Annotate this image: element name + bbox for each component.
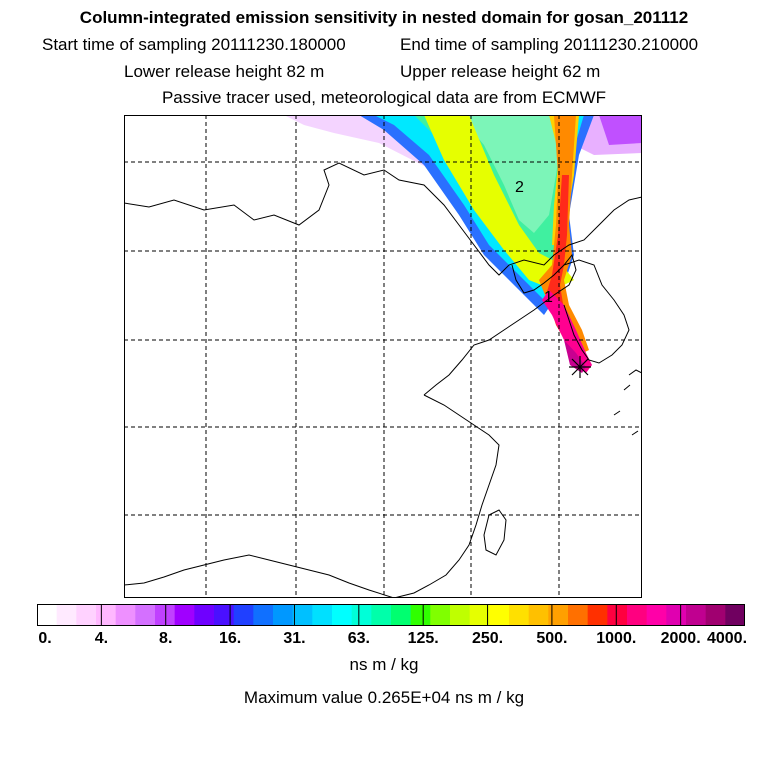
colorbar-swatch — [312, 604, 333, 626]
map-label-1: 1 — [544, 289, 553, 306]
maximum-value-label: Maximum value 0.265E+04 ns m / kg — [243, 688, 525, 707]
plume-layer — [284, 115, 642, 373]
colorbar-tick-label: 63. — [347, 630, 370, 647]
plume-yellow-ridge — [424, 115, 574, 290]
colorbar — [37, 604, 745, 626]
colorbar-swatch — [568, 604, 589, 626]
colorbar-swatch — [233, 604, 254, 626]
colorbar-swatch — [666, 604, 687, 626]
colorbar-units: ns m / kg — [349, 655, 419, 674]
coastline-south-china — [124, 554, 395, 598]
coastline-north-china — [124, 162, 642, 276]
colorbar-swatch — [646, 604, 667, 626]
colorbar-swatch — [76, 604, 97, 626]
map-frame — [124, 115, 642, 598]
tracer-subtitle: Passive tracer used, meteorological data… — [161, 88, 607, 107]
colorbar-swatch — [292, 604, 313, 626]
chart-title: Column-integrated emission sensitivity i… — [79, 8, 689, 27]
colorbar-tick-label: 500. — [536, 630, 568, 647]
colorbar-swatch — [627, 604, 648, 626]
release-upper-label: Upper release height 62 m — [400, 62, 601, 81]
colorbar-swatch — [214, 604, 235, 626]
colorbar-swatch — [430, 604, 451, 626]
colorbar-swatch — [469, 604, 490, 626]
colorbar-tick-label: 125. — [407, 630, 439, 647]
colorbar-swatch — [607, 604, 628, 626]
colorbar-tick-label: 0. — [38, 630, 52, 647]
graticule-layer — [124, 115, 642, 598]
colorbar-swatch — [273, 604, 294, 626]
colorbar-tick-label: 4. — [94, 630, 109, 647]
colorbar-swatch — [725, 604, 745, 626]
colorbar-tick-label: 250. — [471, 630, 504, 647]
plume-magenta-tail — [542, 290, 592, 373]
colorbar-swatch — [528, 604, 549, 626]
colorbar-tick-label: 1000. — [596, 630, 637, 647]
colorbar-swatch — [56, 604, 77, 626]
sampling-start-label: Start time of sampling 20111230.180000 — [42, 35, 346, 54]
colorbar-swatch — [194, 604, 215, 626]
colorbar-swatch — [705, 604, 726, 626]
colorbar-swatch — [155, 604, 176, 626]
colorbar-swatch — [253, 604, 274, 626]
colorbar-swatch — [686, 604, 707, 626]
colorbar-swatch — [37, 604, 58, 626]
colorbar-swatch — [391, 604, 412, 626]
colorbar-swatch — [174, 604, 195, 626]
colorbar-tick-label: 4000. — [706, 630, 748, 647]
coastline-layer — [124, 162, 642, 598]
colorbar-tick-label: 31. — [283, 630, 306, 647]
colorbar-tick-label: 2000. — [660, 630, 701, 647]
colorbar-tick-label: 8. — [159, 630, 173, 647]
colorbar-swatch — [351, 604, 372, 626]
colorbar-swatch — [371, 604, 392, 626]
colorbar-swatch — [96, 604, 117, 626]
colorbar-swatch — [410, 604, 431, 626]
colorbar-tick-label: 16. — [218, 630, 242, 647]
release-point-asterisk-icon — [569, 356, 591, 378]
colorbar-swatch — [489, 604, 510, 626]
colorbar-swatch — [548, 604, 569, 626]
emission-sensitivity-map: 2 1 — [124, 115, 642, 598]
coastline-korea — [563, 259, 630, 364]
colorbar-swatch — [450, 604, 471, 626]
coastline-japan-islands — [613, 369, 642, 436]
colorbar-swatch — [135, 604, 156, 626]
coastline-bohai-shandong — [423, 253, 577, 396]
colorbar-swatch — [587, 604, 608, 626]
colorbar-swatch — [332, 604, 353, 626]
sampling-end-label: End time of sampling 20111230.210000 — [400, 35, 699, 54]
coastline-east-china — [393, 394, 500, 598]
colorbar-swatch — [115, 604, 136, 626]
release-lower-label: Lower release height 82 m — [124, 62, 325, 81]
map-label-2: 2 — [515, 179, 524, 196]
colorbar-swatch — [509, 604, 530, 626]
coastline-taiwan — [483, 509, 507, 556]
colorbar-frame — [37, 604, 745, 626]
